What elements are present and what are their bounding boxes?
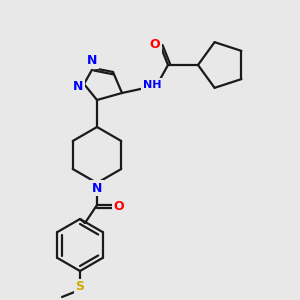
Text: S: S (76, 280, 85, 293)
Text: O: O (150, 38, 160, 52)
Text: N: N (73, 80, 83, 92)
Text: N: N (92, 182, 102, 194)
Text: N: N (87, 55, 97, 68)
Text: NH: NH (143, 80, 161, 90)
Text: O: O (114, 200, 124, 212)
